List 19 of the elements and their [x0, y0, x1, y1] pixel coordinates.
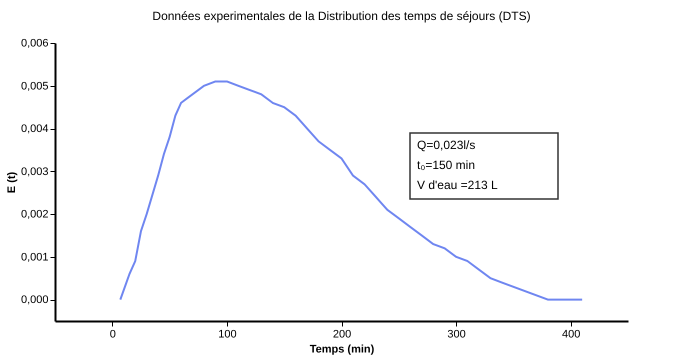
- x-tick-label: 100: [218, 328, 237, 340]
- x-tick-label: 0: [110, 328, 116, 340]
- y-tick-label: 0,006: [20, 38, 48, 50]
- x-tick-label: 300: [447, 328, 466, 340]
- y-tick-label: 0,003: [20, 166, 48, 178]
- x-tick-label: 400: [562, 328, 580, 340]
- line-series: [119, 80, 584, 301]
- x-tick-label: 200: [332, 328, 352, 340]
- x-axis-title: Temps (min): [310, 344, 375, 356]
- y-tick-label: 0,001: [20, 251, 48, 264]
- annotation: Q=0,023l/s: [417, 138, 476, 152]
- y-tick-label: 0,004: [20, 123, 48, 136]
- y-tick-label: 0,000: [20, 294, 48, 306]
- y-axis-title: E (t): [6, 171, 18, 194]
- chart-title: Données experimentales de la Distribution des temps de séjours (DTS): [152, 9, 531, 23]
- annotation: V d'eau =213 L: [417, 178, 498, 192]
- y-tick-label: 0,005: [20, 80, 48, 92]
- y-tick-label: 0,002: [20, 208, 48, 221]
- annotation: t₀=150 min: [417, 158, 476, 172]
